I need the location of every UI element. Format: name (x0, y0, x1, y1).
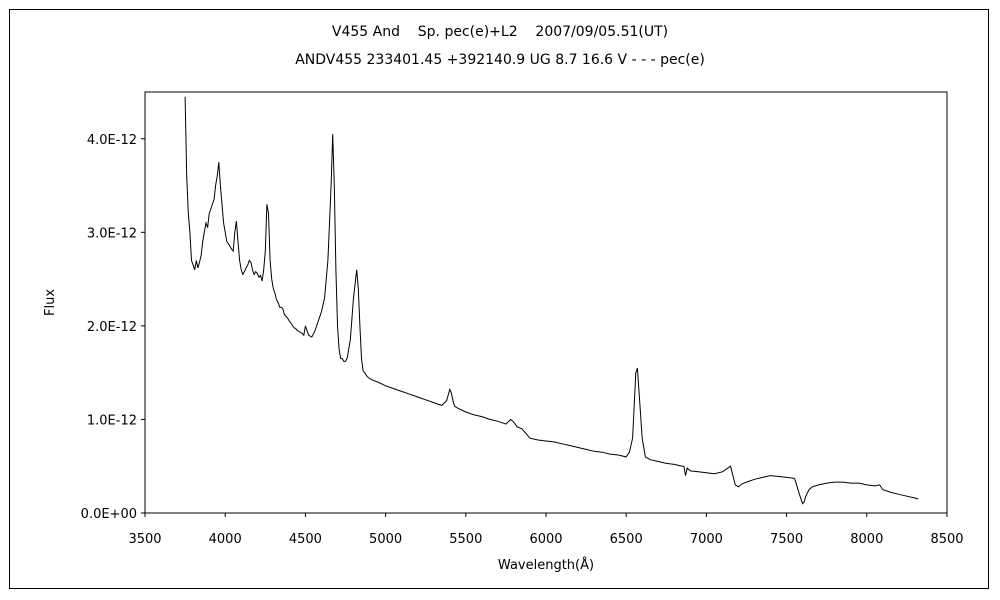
x-tick-label: 7500 (770, 532, 803, 547)
x-tick-label: 5500 (449, 532, 482, 547)
chart-frame (9, 9, 989, 589)
y-tick-label: 2.0E-12 (87, 320, 137, 335)
x-axis-ticks: 3500 4000 4500 5000 5500 6000 6500 7000 7500 8000… (128, 513, 964, 547)
plot-area (144, 91, 948, 514)
chart-title: V455 And Sp. pec(e)+L2 2007/09/05.51(UT) (331, 24, 669, 40)
spectrum-line (184, 96, 919, 505)
x-axis-label: Wavelength(Å) (498, 557, 594, 573)
y-tick-label: 4.0E-12 (87, 133, 137, 148)
y-tick-label: 3.0E-12 (87, 226, 137, 241)
x-tick-label: 4500 (289, 532, 322, 547)
y-axis-label: Flux (43, 289, 58, 316)
y-axis-ticks: 0.0E+00 1.0E-12 2.0E-12 3.0E-12 4.0E-12 (81, 133, 145, 522)
x-tick-label: 6500 (610, 532, 643, 547)
chart-subtitle: ANDV455 233401.45 +392140.9 UG 8.7 16.6 … (295, 52, 705, 68)
x-tick-label: 5000 (369, 532, 402, 547)
y-tick-label: 0.0E+00 (81, 507, 137, 522)
x-tick-label: 8000 (850, 532, 883, 547)
x-tick-label: 6000 (529, 532, 562, 547)
y-tick-label: 1.0E-12 (87, 413, 137, 428)
x-tick-label: 4000 (209, 532, 242, 547)
x-tick-label: 3500 (128, 532, 161, 547)
x-tick-label: 7000 (690, 532, 723, 547)
x-tick-label: 8500 (930, 532, 963, 547)
